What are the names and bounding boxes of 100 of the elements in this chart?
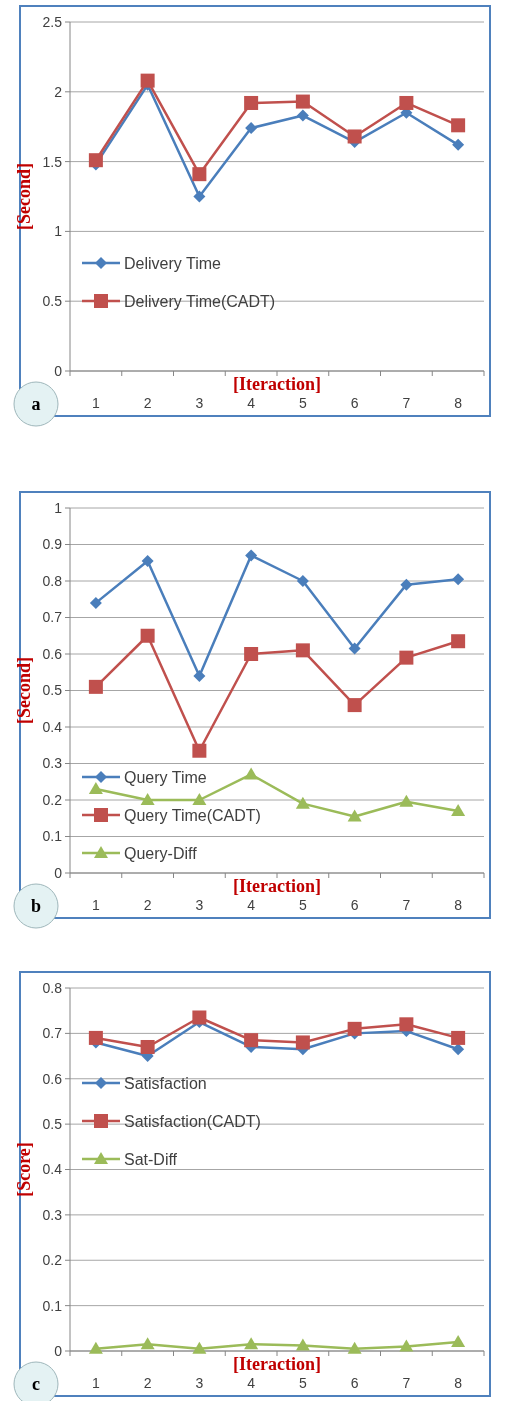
point [295,1035,310,1050]
point [399,650,414,665]
text: a [31,394,41,415]
y-tick-label: 2 [54,83,63,100]
x-tick-label: 5 [298,395,307,411]
legend-label: Query Time [124,768,207,786]
x-tick-label: 6 [350,1375,359,1391]
x-tick-label: 6 [350,897,359,913]
x-axis-title: [Iteraction] [233,1354,321,1374]
y-tick-label: 0.2 [42,791,63,808]
text: b [30,896,42,917]
point [399,1017,414,1032]
x-tick-label: 7 [402,897,411,913]
point [192,793,207,805]
y-tick-label: 0.5 [42,1116,63,1133]
point [244,647,259,661]
point [244,1337,259,1350]
legend-label: Satisfaction [124,1074,207,1092]
point [244,95,259,110]
y-tick-label: 0.6 [42,1070,63,1087]
point [348,642,361,655]
x-tick-label: 6 [350,395,359,411]
point [89,596,102,609]
legend-label: Delivery Time [124,254,222,272]
point [140,1337,155,1350]
y-tick-label: 2.5 [42,13,63,30]
text: c [32,1374,40,1395]
legend-label: Query Time(CADT) [124,806,261,824]
x-tick-label: 3 [195,897,204,913]
point [140,1039,155,1054]
point [452,573,465,586]
point [451,1334,466,1347]
y-tick-label: 1 [54,499,63,516]
y-tick-label: 0.3 [42,1206,63,1223]
point [88,1341,103,1354]
point [451,803,466,816]
point [399,1339,414,1352]
y-axis-title: [Second] [14,657,34,724]
x-axis-title: [Iteraction] [233,876,321,896]
y-tick-label: 0.5 [42,293,63,310]
x-tick-label: 2 [143,1375,152,1391]
legend-label: Satisfaction(CADT) [124,1112,261,1130]
legend-label: Sat-Diff [124,1150,178,1168]
y-tick-label: 0 [54,864,63,881]
point [140,628,155,643]
point [451,118,466,133]
x-tick-label: 8 [454,1375,463,1391]
x-tick-label: 5 [298,1375,307,1391]
point [295,796,310,809]
point [193,190,206,203]
point [347,1021,362,1036]
y-tick-label: 1 [54,223,63,240]
x-tick-label: 1 [91,1375,100,1391]
point [347,698,362,713]
y-tick-label: 1.5 [42,153,63,170]
point [295,94,310,109]
x-tick-label: 7 [402,1375,411,1391]
y-axis-title: [Score] [14,1142,34,1197]
point [244,767,259,780]
y-tick-label: 0.2 [42,1252,63,1269]
y-tick-label: 0.8 [42,572,63,589]
y-tick-label: 0.3 [42,755,63,772]
y-tick-label: 0.6 [42,645,63,662]
y-tick-label: 0.8 [42,979,63,996]
y-tick-label: 0.1 [42,1297,63,1314]
x-tick-label: 1 [91,897,100,913]
point [244,1033,259,1048]
x-tick-label: 2 [143,897,152,913]
x-tick-label: 1 [91,395,100,411]
y-tick-label: 0.1 [42,828,63,845]
point [192,743,207,758]
x-tick-label: 5 [298,897,307,913]
point [88,1030,103,1045]
x-tick-label: 8 [454,395,463,411]
x-tick-label: 4 [247,897,256,913]
point [140,793,155,805]
y-tick-label: 0.5 [42,682,63,699]
point [296,575,309,587]
point [88,782,103,795]
point [451,1030,466,1045]
x-tick-label: 3 [195,395,204,411]
point [400,578,413,591]
point [192,167,207,182]
point [451,634,466,649]
point [141,554,154,567]
y-tick-label: 0.9 [42,536,63,553]
point [245,122,258,135]
legend-label: Delivery Time(CADT) [124,292,276,310]
y-axis-title: [Second] [14,163,34,230]
point [296,109,309,122]
point [399,794,414,807]
point [88,153,103,168]
point [452,138,465,151]
y-tick-label: 0 [54,1342,63,1359]
x-tick-label: 2 [143,395,152,411]
point [399,95,414,110]
y-tick-label: 0.4 [42,1161,63,1178]
point [193,669,206,682]
x-axis-title: [Iteraction] [233,374,321,394]
x-tick-label: 4 [247,395,256,411]
